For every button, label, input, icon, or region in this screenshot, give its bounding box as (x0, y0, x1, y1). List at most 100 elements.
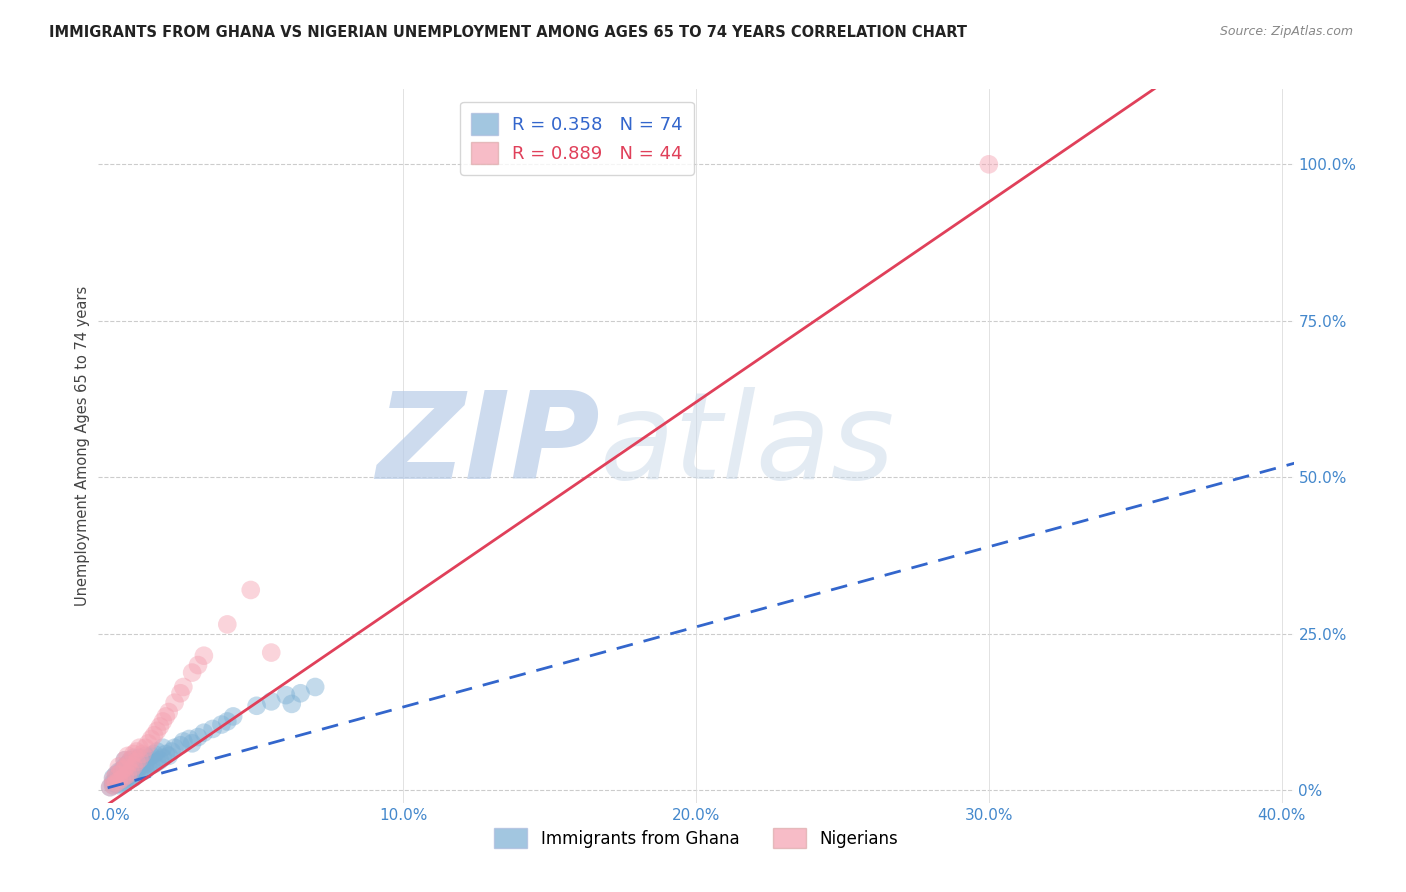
Point (193, 648, 215, 663)
Point (111, 764, 134, 778)
Point (152, 714, 174, 729)
Point (163, 696, 186, 710)
Point (141, 758, 163, 772)
Point (193, 725, 215, 739)
Point (155, 747, 177, 761)
Point (187, 730, 209, 744)
Point (201, 722, 224, 736)
Point (111, 772, 134, 786)
Point (125, 755, 148, 769)
Point (108, 764, 131, 779)
Point (146, 755, 169, 769)
Point (105, 776, 128, 790)
Point (143, 747, 166, 761)
Point (136, 750, 159, 764)
Text: IMMIGRANTS FROM GHANA VS NIGERIAN UNEMPLOYMENT AMONG AGES 65 TO 74 YEARS CORRELA: IMMIGRANTS FROM GHANA VS NIGERIAN UNEMPL… (49, 25, 967, 40)
Point (134, 756, 156, 771)
Point (101, 776, 124, 790)
Point (260, 694, 283, 708)
Point (114, 761, 136, 775)
Point (108, 773, 131, 788)
Point (131, 764, 153, 779)
Point (274, 688, 297, 702)
Point (105, 777, 128, 791)
Point (122, 759, 145, 773)
Point (120, 761, 142, 775)
Point (149, 753, 172, 767)
Point (117, 758, 139, 772)
Point (125, 755, 148, 769)
Point (134, 764, 156, 778)
Point (131, 747, 153, 761)
Text: atlas: atlas (600, 387, 896, 505)
Point (141, 748, 163, 763)
Point (181, 736, 204, 750)
Point (117, 756, 139, 771)
Point (101, 771, 124, 785)
Point (157, 705, 180, 719)
Point (117, 773, 139, 788)
Point (114, 759, 136, 773)
Point (160, 744, 183, 758)
Point (120, 753, 142, 767)
Point (211, 717, 233, 731)
Point (105, 767, 128, 781)
Point (246, 698, 269, 713)
Point (111, 777, 134, 791)
Point (163, 740, 186, 755)
Point (101, 772, 124, 786)
Point (101, 778, 124, 792)
Point (120, 753, 142, 767)
Point (120, 764, 142, 779)
Point (152, 740, 174, 755)
Point (146, 744, 169, 758)
Point (239, 582, 262, 597)
Point (172, 734, 194, 748)
Point (117, 764, 139, 778)
Point (122, 750, 145, 764)
Point (114, 771, 136, 785)
Point (114, 765, 136, 780)
Point (108, 759, 131, 773)
Point (217, 714, 239, 729)
Point (111, 764, 134, 778)
Point (149, 719, 172, 733)
Point (114, 753, 136, 767)
Point (114, 753, 136, 767)
Point (98, 780, 121, 794)
Point (111, 767, 134, 781)
Point (108, 778, 131, 792)
Point (122, 765, 145, 780)
Point (155, 709, 177, 723)
Point (217, 617, 239, 632)
Point (108, 770, 131, 784)
Point (128, 750, 150, 764)
Point (290, 686, 312, 700)
Point (114, 770, 136, 784)
Point (105, 767, 128, 781)
Point (114, 776, 136, 790)
Point (122, 759, 145, 773)
Point (108, 773, 131, 788)
Point (136, 736, 159, 750)
Point (120, 767, 142, 781)
Point (117, 748, 139, 763)
Point (152, 750, 174, 764)
Point (134, 748, 156, 763)
Point (128, 765, 150, 780)
Point (128, 759, 150, 773)
Point (125, 744, 148, 758)
Point (122, 771, 145, 785)
Point (105, 772, 128, 786)
Point (122, 747, 145, 761)
Point (111, 772, 134, 786)
Text: ZIP: ZIP (377, 387, 600, 505)
Point (977, 157, 1000, 171)
Point (117, 767, 139, 781)
Point (143, 756, 166, 771)
Point (141, 731, 163, 746)
Point (281, 697, 304, 711)
Point (131, 756, 153, 771)
Point (143, 728, 166, 742)
Point (169, 686, 191, 700)
